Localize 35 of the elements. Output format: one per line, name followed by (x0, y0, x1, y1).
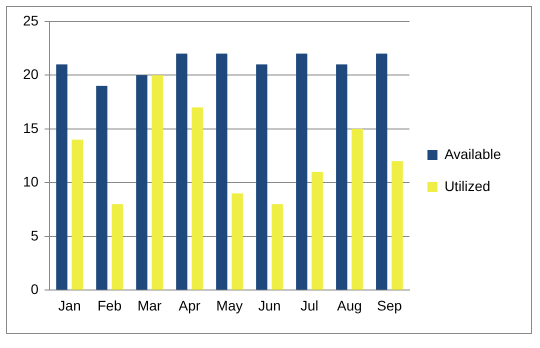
y-tick-label: 0 (30, 281, 39, 298)
bar (192, 107, 203, 290)
y-tick-label: 25 (22, 12, 39, 28)
bar (112, 204, 123, 290)
bar (56, 64, 68, 290)
y-tick-label: 20 (22, 66, 39, 82)
x-tick-label: Jul (300, 297, 318, 314)
x-tick-label: Feb (97, 297, 122, 314)
bar (312, 172, 323, 290)
legend-label: Available (444, 146, 502, 162)
bar (336, 64, 348, 290)
y-tick-label: 15 (22, 120, 39, 136)
x-tick-label: Jan (58, 297, 81, 314)
x-tick-label: Mar (137, 297, 162, 314)
bar (152, 75, 163, 290)
y-tick-label: 10 (22, 174, 39, 190)
bar (256, 64, 268, 290)
x-tick-label: May (216, 297, 243, 314)
bar (272, 204, 283, 290)
y-tick-label: 5 (30, 227, 39, 244)
bar (232, 193, 243, 290)
bar (376, 54, 388, 290)
bar (392, 161, 403, 290)
x-tick-label: Jun (258, 297, 281, 314)
bar (216, 54, 228, 290)
x-tick-label: Sep (376, 297, 402, 314)
bar (96, 86, 108, 290)
x-tick-label: Aug (337, 297, 362, 314)
legend-label: Utilized (444, 178, 490, 194)
bar (352, 128, 363, 290)
x-tick-label: Apr (178, 297, 201, 314)
bar (136, 75, 148, 290)
bar (296, 54, 308, 290)
bar (176, 54, 188, 290)
bar (72, 140, 83, 290)
